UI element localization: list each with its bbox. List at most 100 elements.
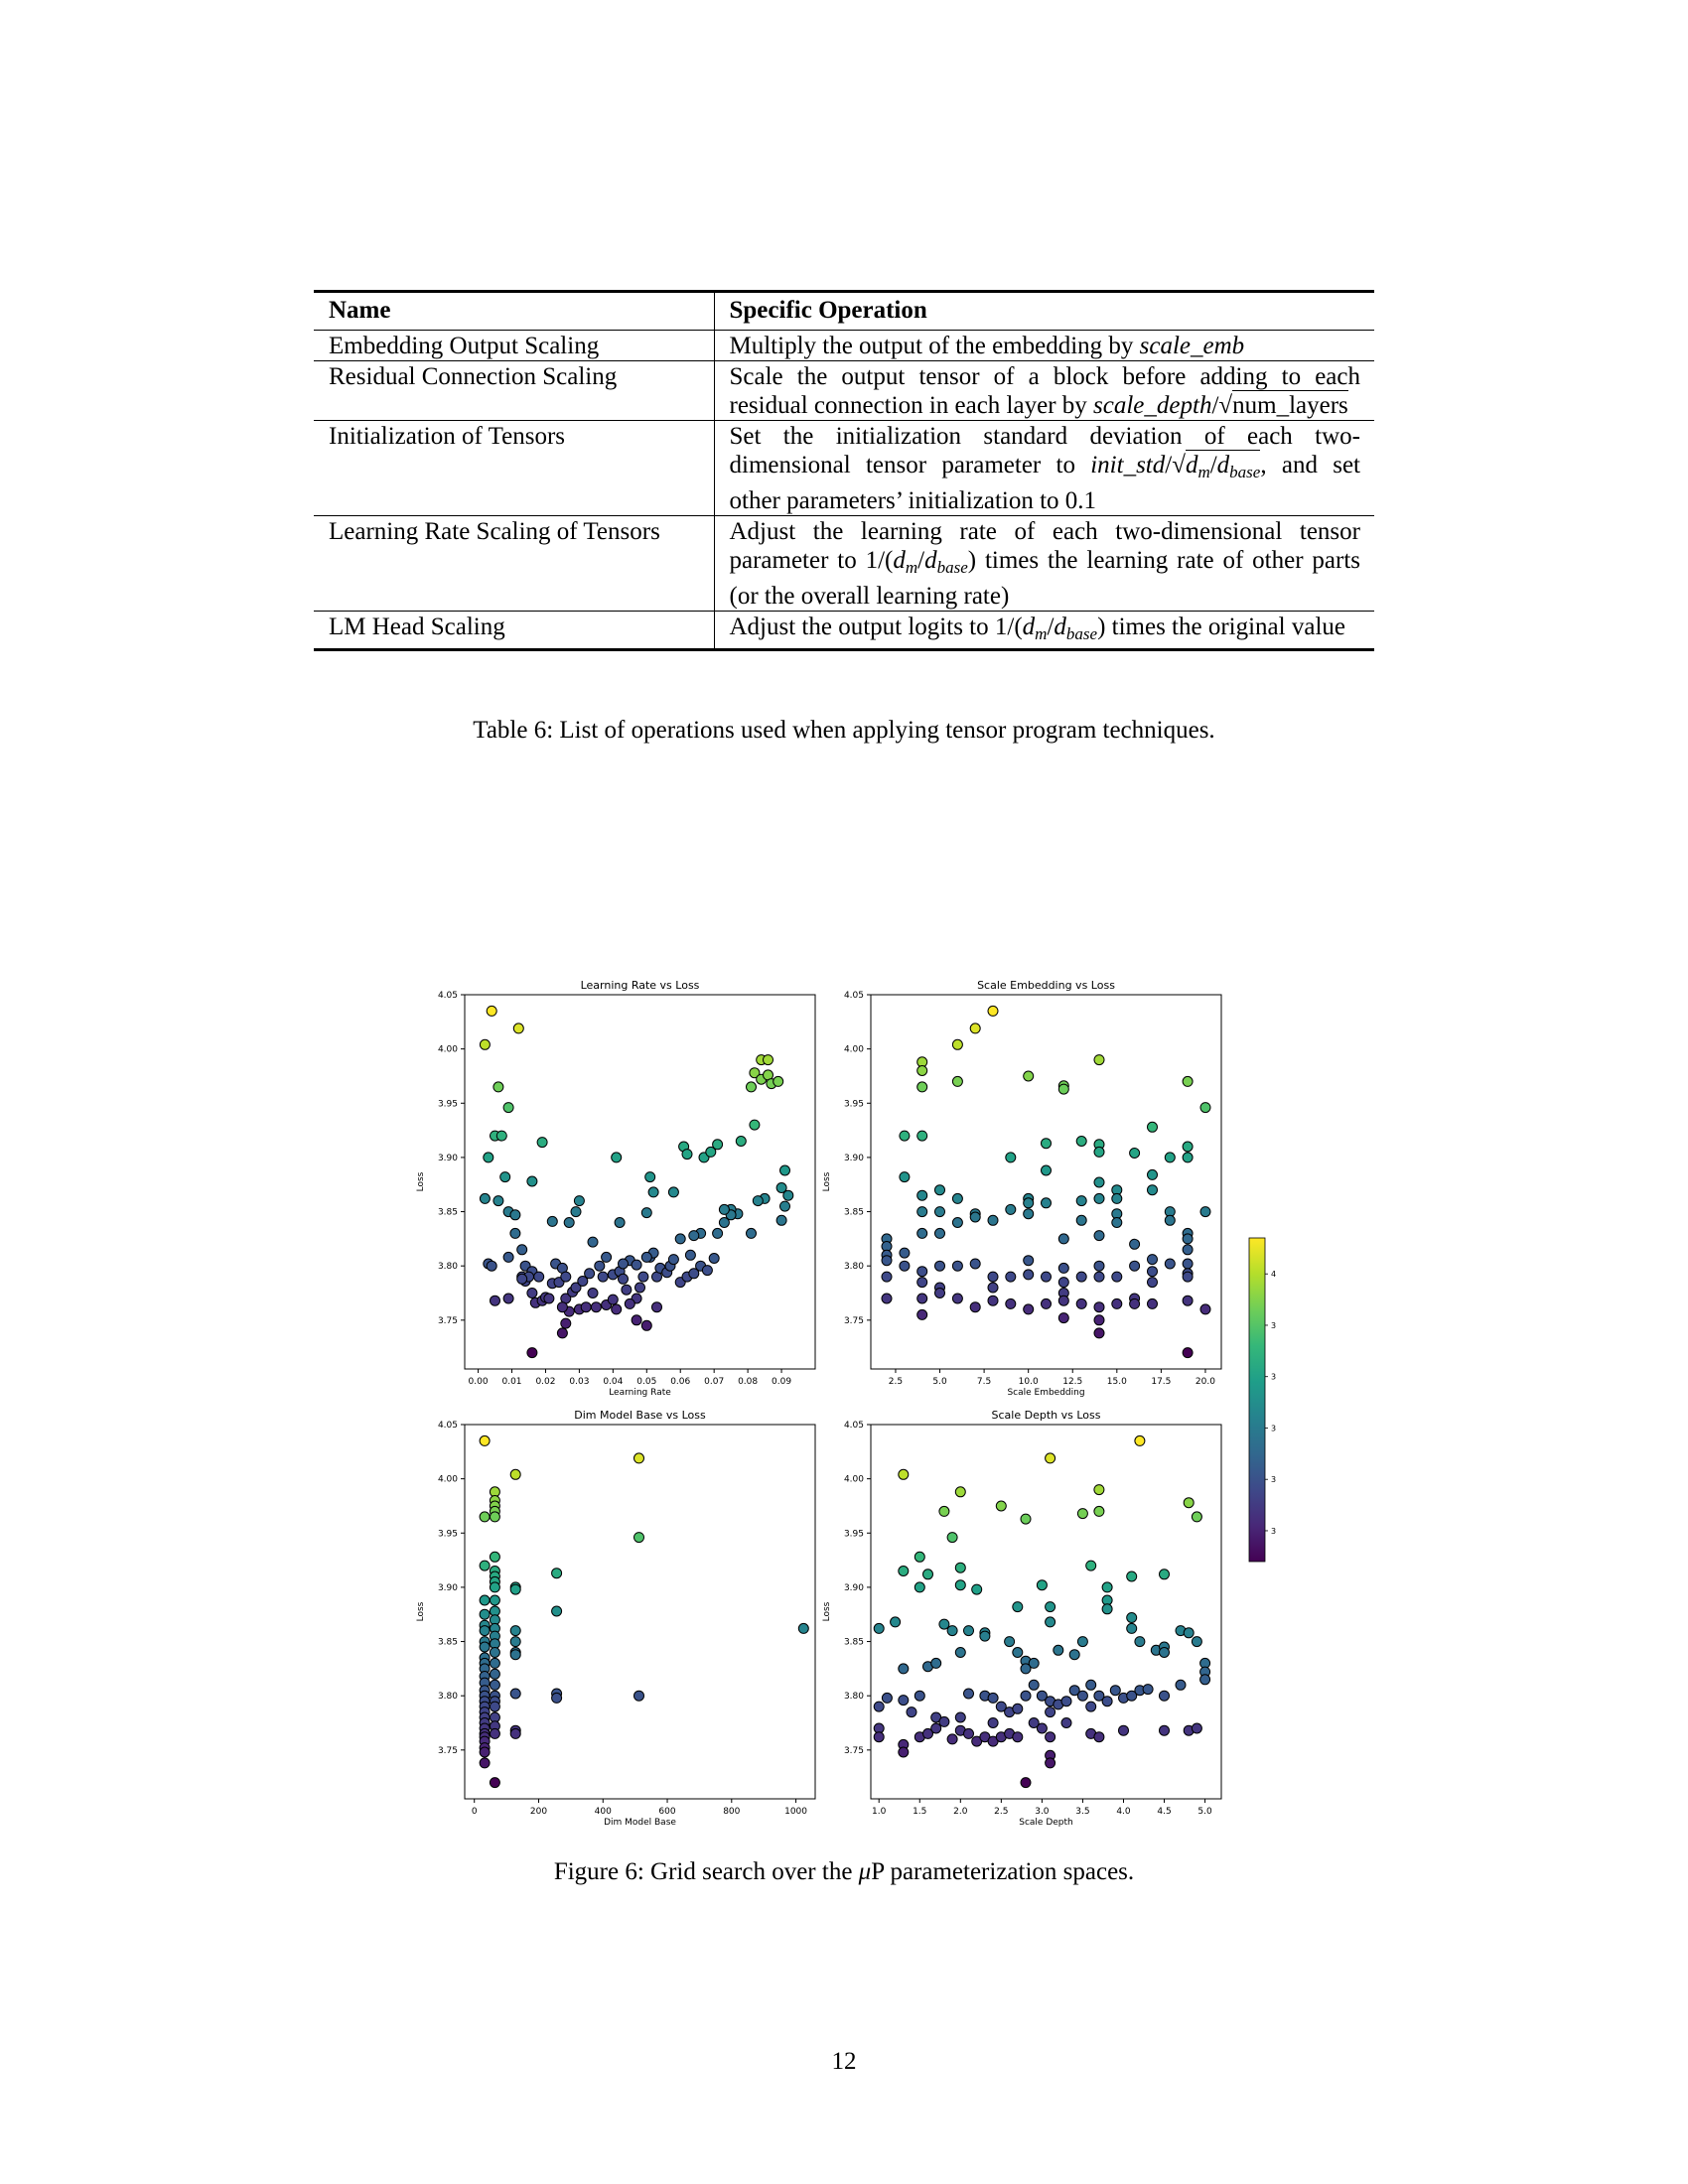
scatter-point [708,1253,720,1264]
scatter-point [479,1757,491,1769]
scatter-point [597,1271,609,1283]
scatter-point [667,1254,679,1266]
scatter-point [1085,1701,1097,1712]
scatter-point [1041,1197,1052,1209]
y-axis-label: Loss [416,1171,426,1191]
scatter-point [570,1282,582,1294]
x-tick-label: 1000 [784,1807,807,1817]
scatter-point [1012,1647,1024,1658]
scatter-point [1075,1271,1087,1283]
plot-frame [464,994,816,1370]
scatter-point [1191,1722,1202,1734]
scatter-point [1182,1258,1194,1270]
scatter-point [1093,1271,1105,1283]
scatter-point [963,1625,974,1637]
plot-frame [870,1424,1222,1800]
scatter-point [938,1618,950,1630]
op-d2: d [1054,614,1066,640]
scatter-point [509,1636,521,1648]
plot-title: Scale Embedding vs Loss [977,979,1115,992]
op-sub-m: m [1197,463,1210,481]
scatter-point [797,1622,809,1634]
scatter-point [551,1605,563,1617]
scatter-point [746,1081,757,1093]
scatter-point [749,1067,761,1079]
scatter-point [633,1690,644,1702]
scatter-point [963,1688,974,1700]
scatter-point [752,1195,764,1207]
scatter-point [987,1692,999,1704]
scatter-point [1041,1164,1052,1176]
op-d2: d [1216,452,1230,478]
scatter-point [556,1301,568,1313]
scatter-point [551,1568,563,1579]
scatter-point [1093,1731,1105,1743]
scatter-point [775,1182,787,1193]
scatter-point [914,1581,925,1593]
scatter-point [779,1164,790,1176]
scatter-point [954,1562,966,1573]
scatter-point [509,1227,521,1239]
y-tick-label: 3.75 [844,1316,864,1326]
scatter-point [1182,1295,1194,1306]
op-d2: d [924,547,937,574]
table-header-row: Name Specific Operation [314,291,1374,331]
x-tick-label: 3.0 [1035,1807,1050,1817]
scatter-point [916,1130,928,1142]
y-tick-label: 3.85 [844,1208,864,1218]
op-text-tail: , and set other parameters’ initializati… [729,452,1361,514]
x-tick-label: 0.00 [469,1377,489,1387]
scatter-point [1182,1244,1194,1256]
table-row: Learning Rate Scaling of Tensors Adjust … [314,515,1374,612]
scatter-point [1045,1616,1056,1628]
scatter-point [509,1727,521,1739]
scatter-point [969,1211,981,1223]
row-name: LM Head Scaling [314,611,715,650]
scatter-point [1023,1255,1035,1267]
scatter-point [916,1081,928,1093]
scatter-point [647,1186,659,1198]
y-tick-label: 4.00 [438,1475,458,1485]
scatter-point [922,1727,933,1739]
scatter-point [1159,1690,1170,1702]
scatter-point [1060,1717,1072,1728]
scatter-point [1041,1138,1052,1150]
scatter-plot-2: Scale Embedding vs Loss 2.5 5.0 7.5 10.0 12.5… [822,979,1222,1398]
scatter-point [934,1260,945,1272]
scatter-point [1129,1260,1141,1272]
op-slash2: / [1047,614,1055,640]
scatter-point [705,1146,717,1158]
scatter-point [631,1259,642,1271]
x-tick-label: 0.07 [704,1377,724,1387]
scatter-point [1142,1684,1154,1696]
scatter-point [951,1260,963,1272]
scatter-point [1147,1277,1158,1289]
op-slash2: / [917,547,925,574]
scatter-point [490,1295,500,1306]
scatter-point [631,1314,642,1326]
op-text: Multiply the output of the embedding by [729,333,1140,359]
scatter-point [1199,1102,1211,1114]
y-tick-label: 3.85 [438,1208,458,1218]
colorbar-tick-label: 3 [1271,1373,1276,1382]
scatter-point [1023,1269,1035,1281]
op-expr-pre: 1/( [994,614,1023,640]
scatter-point [899,1247,911,1259]
x-tick-label: 0.09 [772,1377,791,1387]
y-tick-label: 3.85 [438,1638,458,1648]
scatter-point [563,1217,575,1228]
scatter-point [479,1434,491,1446]
scatter-point [681,1149,693,1160]
scatter-point [987,1282,999,1294]
colorbar-tick-label: 3 [1271,1321,1276,1330]
scatter-point [667,1186,679,1198]
scatter-point [651,1301,662,1313]
scatter-point [1101,1581,1113,1593]
scatter-point [1159,1647,1170,1658]
x-tick-label: 1.5 [913,1807,926,1817]
scatter-point [489,1594,500,1606]
scatter-point [995,1701,1007,1712]
scatter-point [934,1288,945,1298]
scatter-point [963,1727,974,1739]
scatter-point [556,1327,568,1339]
